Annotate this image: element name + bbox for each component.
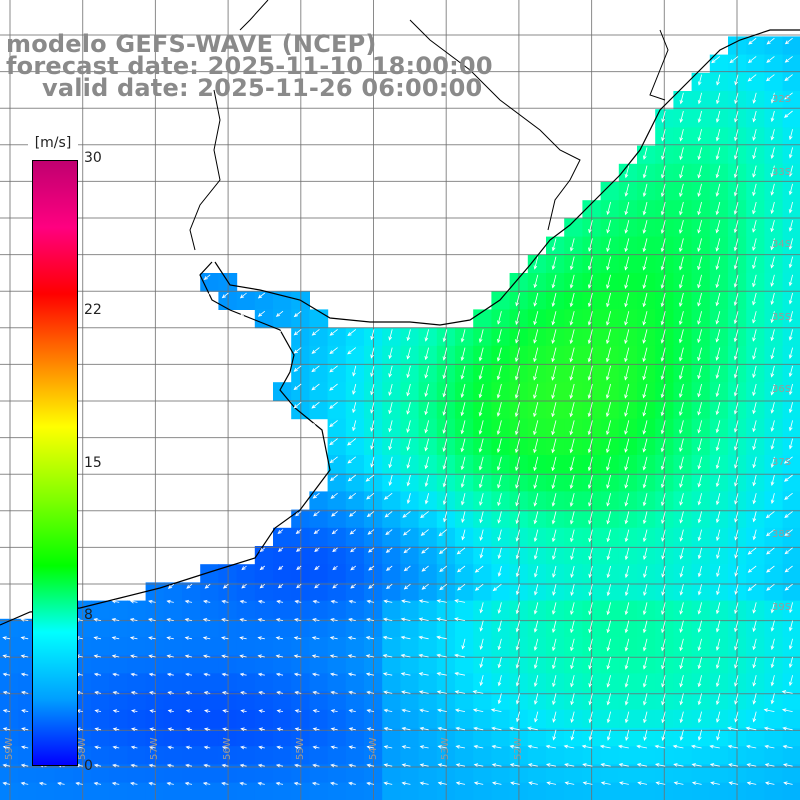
lon-label: 55W [295, 737, 306, 760]
lat-label: 33S [772, 167, 791, 178]
lat-label: 34S [772, 239, 791, 250]
lon-label: 52W [513, 737, 524, 760]
colorbar [32, 160, 78, 766]
lat-label: 32S [772, 94, 791, 105]
lon-label: 59W [4, 737, 15, 760]
lat-label: 38S [772, 529, 791, 540]
lon-label: 53W [440, 737, 451, 760]
colorbar-tick-15: 15 [84, 455, 102, 471]
colorbar-tick-0: 0 [84, 758, 93, 774]
lon-label: 56W [222, 737, 233, 760]
lat-label: 39S [772, 602, 791, 613]
lon-label: 57W [149, 737, 160, 760]
grid-labels: 32S 33S 34S 35S 36S 37S 38S 39S 59W 58W 57W 56W 55W 5… [4, 94, 791, 760]
lat-label: 36S [772, 384, 791, 395]
title-forecast-date: forecast date: 2025-11-10 18:00:00 [6, 52, 493, 80]
colorbar-tick-30: 30 [84, 150, 102, 166]
lat-label: 35S [772, 312, 791, 323]
wind-arrows [2, 37, 793, 786]
lon-label: 54W [368, 737, 379, 760]
lat-label: 37S [772, 457, 791, 468]
colorbar-units: [m/s] [28, 132, 78, 154]
title-valid-date: valid date: 2025-11-26 06:00:00 [42, 74, 483, 102]
coastline [0, 0, 800, 626]
title-model: modelo GEFS-WAVE (NCEP) [6, 30, 377, 58]
colorbar-tick-8: 8 [84, 607, 93, 623]
colorbar-tick-22: 22 [84, 302, 102, 318]
lon-label: 58W [77, 737, 88, 760]
